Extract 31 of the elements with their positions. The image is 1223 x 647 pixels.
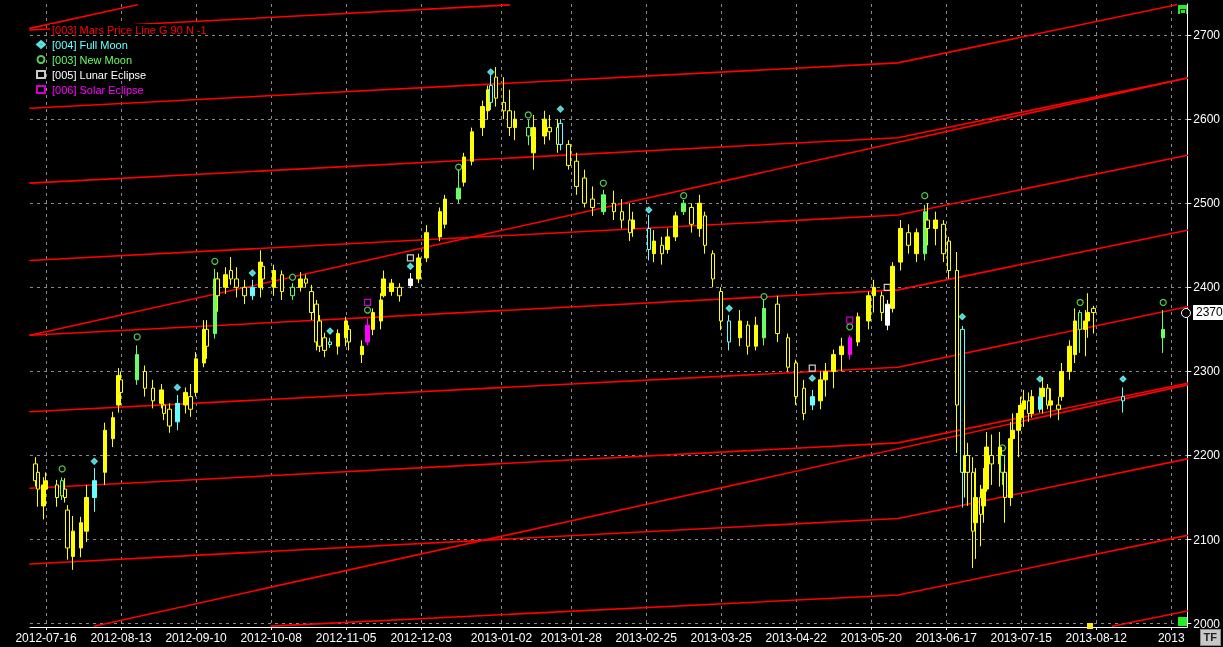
x-tick-label: 2013-02-25	[615, 631, 678, 645]
x-tick-label: 2013-06-17	[915, 631, 978, 645]
x-tick-label: 2013-01-28	[540, 631, 603, 645]
x-tick-label: 2013	[1157, 631, 1185, 645]
x-tick-label: 2012-09-10	[165, 631, 228, 645]
y-tick-label: 2700	[1193, 28, 1221, 43]
legend-label: [006] Solar Eclipse	[52, 83, 144, 96]
y-tick-label: 2000	[1193, 616, 1221, 631]
legend-label: [003] New Moon	[52, 53, 133, 66]
x-tick-label: 2013-07-15	[990, 631, 1053, 645]
text: TF	[1199, 629, 1221, 646]
legend-label: [005] Lunar Eclipse	[52, 68, 147, 81]
text: [003] Mars Price Line G 90 N -1	[52, 23, 207, 36]
x-tick-label: 2013-08-12	[1065, 631, 1128, 645]
y-tick-label: 2200	[1193, 448, 1221, 463]
y-tick-label: 2100	[1193, 532, 1221, 547]
x-tick-label: 2013-01-02	[470, 631, 533, 645]
x-tick-label: 2012-12-03	[390, 631, 453, 645]
x-tick-label: 2013-04-22	[765, 631, 828, 645]
x-tick-label: 2013-05-20	[840, 631, 903, 645]
y-tick-label: 2500	[1193, 196, 1221, 211]
y-tick-label: 2400	[1193, 280, 1221, 295]
y-tick-label: 2600	[1193, 112, 1221, 127]
text: 2370	[1193, 305, 1223, 321]
legend-label: [004] Full Moon	[52, 38, 128, 51]
x-tick-label: 2012-08-13	[90, 631, 153, 645]
x-tick-label: 2012-11-05	[315, 631, 377, 645]
x-tick-label: 2013-03-25	[690, 631, 753, 645]
y-tick-label: 2300	[1193, 364, 1221, 379]
x-tick-label: 2012-10-08	[240, 631, 303, 645]
x-tick-label: 2012-07-16	[15, 631, 78, 645]
